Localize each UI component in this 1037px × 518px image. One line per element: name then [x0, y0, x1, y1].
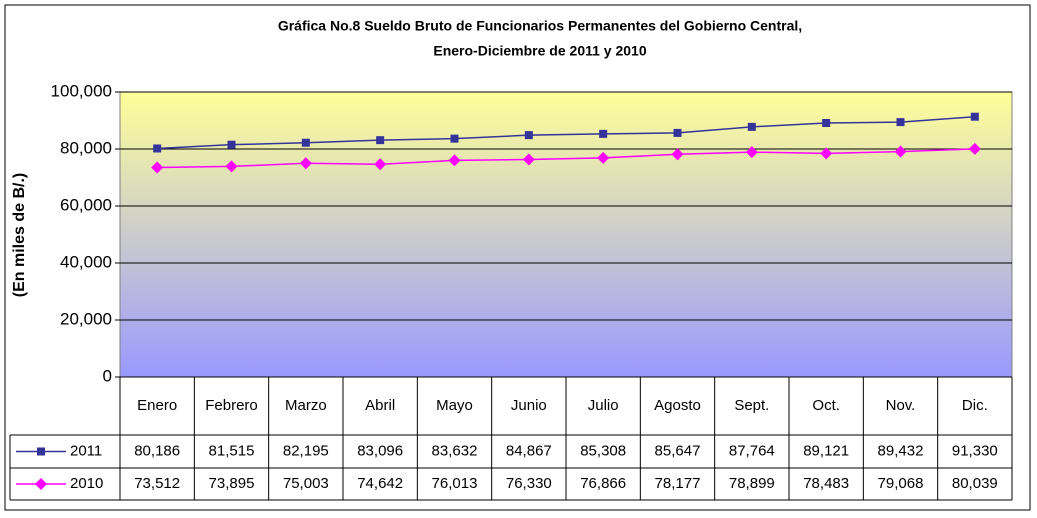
- marker: [225, 160, 238, 173]
- marker: [968, 142, 981, 155]
- marker: [671, 148, 684, 161]
- table-value: 84,867: [506, 442, 552, 459]
- marker: [747, 122, 756, 131]
- x-tick-label: Nov.: [886, 397, 916, 414]
- marker: [970, 112, 979, 121]
- x-tick-label: Sept.: [734, 397, 769, 414]
- table-value: 79,068: [878, 475, 924, 492]
- legend-label: 2010: [70, 475, 103, 492]
- table-value: 87,764: [729, 442, 775, 459]
- marker: [673, 128, 682, 137]
- table-value: 73,895: [209, 475, 255, 492]
- y-tick-label: 60,000: [60, 195, 112, 214]
- marker: [524, 131, 533, 140]
- table-value: 85,308: [580, 442, 626, 459]
- x-tick-label: Julio: [588, 397, 619, 414]
- table-value: 83,096: [357, 442, 403, 459]
- table-value: 76,330: [506, 475, 552, 492]
- marker: [820, 147, 833, 160]
- marker: [151, 161, 164, 174]
- marker: [374, 158, 387, 171]
- plot-area: [119, 91, 1013, 378]
- table-value: 91,330: [952, 442, 998, 459]
- table-value: 81,515: [209, 442, 255, 459]
- marker: [376, 136, 385, 145]
- table-value: 76,013: [432, 475, 478, 492]
- chart-title: Gráfica No.8 Sueldo Bruto de Funcionario…: [278, 18, 802, 34]
- table-value: 75,003: [283, 475, 329, 492]
- table-value: 85,647: [655, 442, 701, 459]
- marker: [227, 140, 236, 149]
- marker: [597, 151, 610, 164]
- y-tick-label: 20,000: [60, 309, 112, 328]
- marker: [894, 145, 907, 158]
- table-value: 78,177: [655, 475, 701, 492]
- marker: [299, 157, 312, 170]
- legend-marker: [37, 447, 45, 456]
- x-tick-label: Enero: [137, 397, 177, 414]
- table-value: 78,899: [729, 475, 775, 492]
- x-tick-label: Junio: [511, 397, 547, 414]
- table-value: 83,632: [432, 442, 478, 459]
- x-tick-label: Oct.: [812, 397, 840, 414]
- marker: [450, 134, 459, 143]
- x-tick-label: Febrero: [205, 397, 258, 414]
- series-line: [157, 148, 975, 169]
- table-value: 80,186: [134, 442, 180, 459]
- x-tick-label: Agosto: [654, 397, 701, 414]
- x-tick-label: Abril: [365, 397, 395, 414]
- x-tick-label: Mayo: [436, 397, 473, 414]
- table-value: 76,866: [580, 475, 626, 492]
- x-tick-label: Marzo: [285, 397, 327, 414]
- marker: [153, 144, 162, 153]
- table-value: 80,039: [952, 475, 998, 492]
- chart-title: Enero-Diciembre de 2011 y 2010: [433, 43, 646, 59]
- y-tick-label: 40,000: [60, 252, 112, 271]
- marker: [301, 138, 310, 147]
- marker: [822, 119, 831, 128]
- table-value: 89,432: [878, 442, 924, 459]
- marker: [599, 129, 608, 138]
- y-axis-label: (En miles de B/.): [11, 173, 28, 297]
- marker: [745, 146, 758, 159]
- y-tick-label: 0: [103, 366, 112, 385]
- legend-label: 2011: [70, 442, 102, 459]
- series-line: [157, 115, 975, 150]
- marker: [522, 153, 535, 166]
- marker: [448, 154, 461, 167]
- table-value: 82,195: [283, 442, 329, 459]
- table-value: 89,121: [803, 442, 849, 459]
- y-tick-label: 100,000: [51, 81, 112, 100]
- marker: [896, 118, 905, 127]
- table-value: 74,642: [357, 475, 403, 492]
- y-tick-label: 80,000: [60, 138, 112, 157]
- x-tick-label: Dic.: [962, 397, 988, 414]
- legend-marker: [35, 478, 47, 490]
- table-value: 78,483: [803, 475, 849, 492]
- table-value: 73,512: [134, 475, 180, 492]
